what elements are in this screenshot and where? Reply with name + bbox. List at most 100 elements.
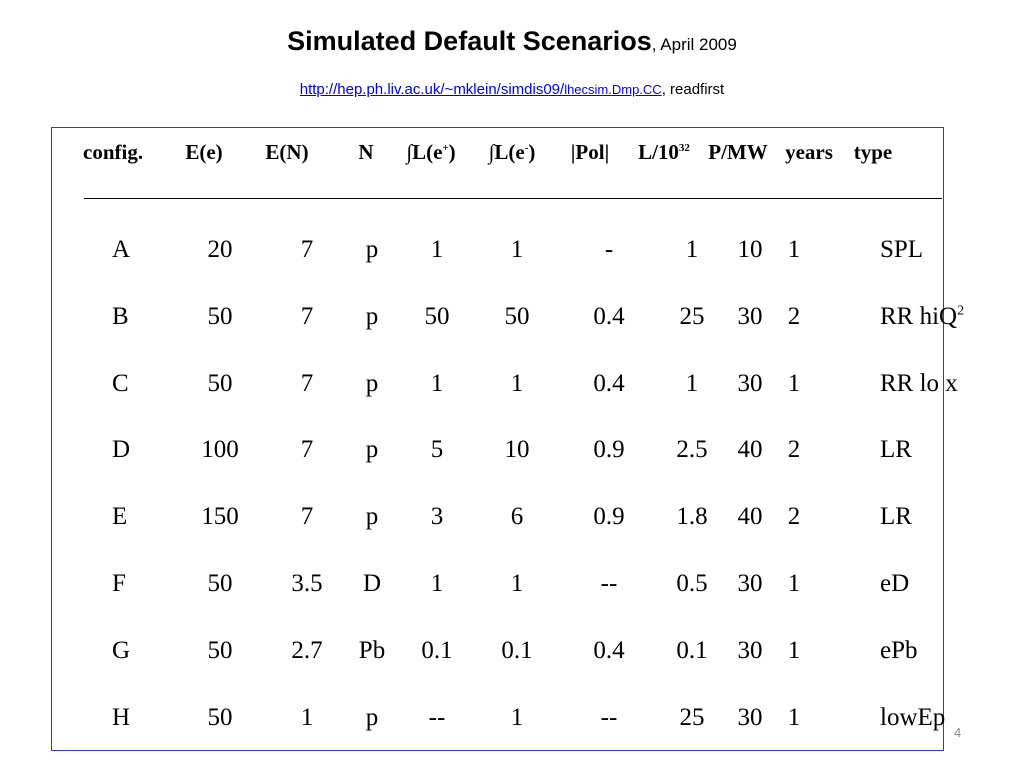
link-small-text: lhecsim.Dmp.CC — [564, 82, 662, 97]
cell-lum: 0.1 — [676, 636, 708, 664]
cell-ee: 50 — [207, 369, 233, 397]
cell-type: ePb — [880, 636, 918, 664]
cell-config: H — [112, 703, 131, 731]
cell-lep: 1 — [430, 369, 444, 397]
cell-ee: 150 — [201, 503, 239, 531]
cell-config: B — [112, 302, 129, 330]
cell-pmw: 10 — [737, 236, 763, 263]
cell-en: 7 — [300, 436, 314, 464]
cell-years: 2 — [787, 436, 801, 464]
cell-lep: 1 — [430, 236, 444, 263]
cell-lem: 1 — [510, 236, 524, 263]
cell-lum: 25 — [679, 703, 705, 731]
cell-years: 1 — [787, 570, 801, 597]
header-lem: ∫L(e-) — [488, 140, 536, 164]
header-n: N — [358, 140, 374, 164]
cell-ee: 100 — [201, 436, 239, 464]
cell-lem: 1 — [510, 369, 524, 397]
cell-n: p — [365, 369, 379, 397]
cell-en: 7 — [300, 302, 314, 330]
cell-n: Pb — [358, 636, 386, 664]
cell-pmw: 30 — [737, 369, 763, 397]
cell-pol: - — [604, 236, 614, 263]
subtitle: http://hep.ph.liv.ac.uk/~mklein/simdis09… — [0, 81, 1024, 98]
header-ee: E(e) — [185, 140, 223, 164]
cell-type: RR hiQ2 — [880, 302, 965, 330]
cell-n: p — [365, 236, 379, 263]
cell-type: lowEp — [880, 703, 946, 731]
cell-en: 7 — [300, 236, 314, 263]
cell-en: 3.5 — [291, 570, 323, 597]
cell-lem: 6 — [510, 503, 524, 531]
cell-n: p — [365, 703, 379, 731]
cell-pol: 0.9 — [593, 436, 625, 464]
cell-type: LR — [880, 436, 912, 464]
cell-type: LR — [880, 503, 912, 531]
cell-ee: 50 — [207, 703, 233, 731]
cell-lem: 1 — [510, 570, 524, 597]
cell-lum: 1 — [685, 236, 699, 263]
cell-n: p — [365, 302, 379, 330]
header-pmw: P/MW — [708, 140, 768, 164]
cell-pol: -- — [600, 703, 618, 731]
cell-config: E — [112, 503, 128, 531]
cell-pol: -- — [600, 570, 618, 597]
header-lum: L/1032 — [638, 140, 690, 164]
cell-lep: 50 — [424, 302, 450, 330]
cell-config: C — [112, 369, 129, 397]
cell-lep: 3 — [430, 503, 444, 531]
cell-pol: 0.9 — [593, 503, 625, 531]
title-date: , April 2009 — [651, 35, 737, 54]
cell-n: D — [362, 570, 382, 597]
header-divider — [84, 198, 942, 199]
cell-lum: 1 — [685, 369, 699, 397]
cell-type: RR lo x — [880, 369, 958, 397]
cell-type: SPL — [880, 236, 924, 263]
cell-years: 1 — [787, 369, 801, 397]
title-main: Simulated Default Scenarios — [287, 26, 652, 56]
simdis-link[interactable]: http://hep.ph.liv.ac.uk/~mklein/simdis09… — [300, 81, 662, 98]
cell-lum: 2.5 — [676, 436, 708, 464]
scenario-table: config. E(e) E(N) N ∫L(e+) ∫L(e-) |Pol| … — [51, 127, 964, 751]
cell-lem: 50 — [504, 302, 530, 330]
header-lep: ∫L(e+) — [406, 140, 456, 164]
cell-en: 2.7 — [291, 636, 323, 664]
cell-ee: 50 — [207, 570, 233, 597]
cell-config: F — [112, 570, 126, 597]
cell-years: 1 — [787, 236, 801, 263]
cell-config: D — [112, 436, 131, 464]
cell-years: 2 — [787, 302, 801, 330]
cell-lep: -- — [428, 703, 446, 731]
link-text: http://hep.ph.liv.ac.uk/~mklein/simdis09… — [299, 81, 565, 98]
cell-n: p — [365, 436, 379, 464]
cell-lum: 25 — [679, 302, 705, 330]
header-en: E(N) — [265, 140, 309, 164]
subtitle-suffix: , readfirst — [661, 81, 725, 98]
cell-pol: 0.4 — [593, 636, 625, 664]
cell-years: 2 — [787, 503, 801, 531]
cell-ee: 20 — [207, 236, 233, 263]
cell-ee: 50 — [207, 636, 233, 664]
cell-en: 7 — [300, 503, 314, 531]
header-years: years — [785, 140, 833, 164]
cell-en: 7 — [300, 369, 314, 397]
header-type: type — [853, 140, 893, 164]
header-config: config. — [83, 140, 144, 164]
cell-pol: 0.4 — [593, 369, 625, 397]
cell-years: 1 — [787, 636, 801, 664]
cell-lem: 1 — [510, 703, 524, 731]
cell-pmw: 30 — [737, 302, 763, 330]
cell-en: 1 — [300, 703, 314, 731]
page-number: 4 — [954, 725, 962, 740]
cell-lep: 1 — [430, 570, 444, 597]
cell-ee: 50 — [207, 302, 233, 330]
cell-pmw: 40 — [737, 436, 763, 464]
cell-lem: 10 — [504, 436, 530, 464]
cell-lum: 1.8 — [676, 503, 708, 531]
cell-config: A — [112, 236, 131, 263]
cell-type: eD — [880, 570, 910, 597]
cell-pol: 0.4 — [593, 302, 625, 330]
cell-pmw: 40 — [737, 503, 763, 531]
cell-pmw: 30 — [737, 636, 763, 664]
cell-pmw: 30 — [737, 703, 763, 731]
